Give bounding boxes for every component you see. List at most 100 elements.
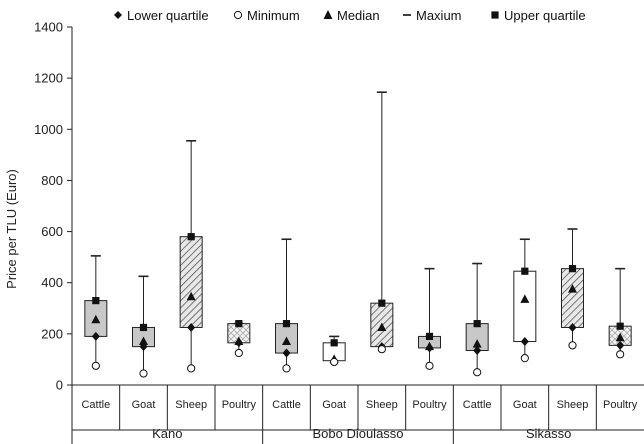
iqr-box [513,270,537,343]
upper-quartile-marker [568,265,577,273]
triangle-icon [323,10,333,19]
box-poultry [608,267,632,359]
y-tick-label: 600 [41,224,63,239]
legend-item-maximum: Maxium [403,8,462,23]
group-label: Bobo Dioulasso [312,426,403,441]
lower-quartile-marker [520,337,529,347]
minimum-marker [91,361,100,370]
lower-quartile-marker [473,345,482,355]
iqr-box [179,236,203,328]
lower-quartile-marker [616,340,625,350]
median-marker [377,322,387,331]
category-label: Goat [132,399,156,411]
box-sheep [370,91,394,354]
upper-quartile-marker [92,297,100,305]
y-tick-label: 800 [41,173,63,188]
category-label: Poultry [603,399,638,411]
legend-label: Minimum [247,8,300,23]
category-label: Sheep [557,399,589,411]
minimum-marker [616,350,625,359]
category-label: Poultry [412,399,447,411]
median-marker [472,339,482,348]
box-cattle [84,255,108,370]
category-label: Cattle [81,399,110,411]
upper-quartile-marker [425,332,434,341]
median-marker [568,284,577,293]
median-marker [282,336,291,346]
lower-quartile-marker [568,322,577,332]
median-marker [615,332,625,342]
y-tick-label: 200 [41,326,63,341]
lower-quartile-marker [139,342,148,352]
group-label: Kano [152,426,182,441]
y-tick-label: 1200 [34,71,63,86]
iqr-box [561,268,584,328]
group-label: Sikasso [526,426,572,441]
box-sheep [561,228,584,350]
x-axis: Cattle Goat Sheep Poultry Kano Cattle Goat Shee… [71,384,644,444]
circle-icon [233,10,243,20]
median-marker [91,314,101,324]
box-goat [513,238,537,363]
upper-quartile-marker [139,323,148,332]
y-tick-label: 1400 [34,20,63,35]
box-poultry [227,320,251,358]
upper-quartile-marker [187,233,195,241]
y-tick-label: 0 [56,378,63,393]
upper-quartile-marker [282,320,291,328]
legend-item-minimum: Minimum [233,8,300,23]
diamond-icon [114,11,122,19]
legend-label: Upper quartile [504,8,586,23]
lower-quartile-marker [282,348,291,358]
category-label: Cattle [463,399,492,411]
minimum-marker [377,345,386,354]
legend: Lower quartile Minimum Median Maxium Upper q… [114,8,586,23]
minimum-marker [425,361,434,370]
median-marker [520,294,530,303]
plot-area [84,91,632,378]
square-icon [491,11,499,19]
upper-quartile-marker [473,320,481,328]
legend-item-median: Median [323,8,380,23]
legend-item-lower-quartile: Lower quartile [114,8,209,23]
lower-quartile-marker [187,322,196,332]
median-marker [139,336,148,346]
y-tick-label: 1000 [34,122,63,137]
lower-quartile-marker [425,343,434,353]
lower-quartile-marker [91,331,100,341]
lower-quartile-marker [234,338,243,348]
upper-quartile-marker [330,339,338,347]
minimum-marker [473,368,482,377]
legend-label: Lower quartile [127,8,209,23]
upper-quartile-marker [616,322,624,330]
upper-quartile-marker [235,320,243,328]
y-axis-title: Price per TLU (Euro) [4,169,19,289]
box-sheep [179,139,203,373]
legend-label: Median [337,8,380,23]
y-axis: 0 200 400 600 800 1000 1200 1400 [34,20,73,393]
upper-quartile-marker [378,299,386,307]
minimum-marker [568,341,577,350]
box-poultry [418,267,441,370]
minimum-marker [234,348,243,358]
y-tick-label: 400 [41,275,63,290]
box-cattle [275,238,298,373]
box-goat [132,275,155,378]
minimum-marker [187,364,196,373]
category-label: Goat [322,399,346,411]
median-marker [186,291,196,301]
category-label: Sheep [175,399,207,411]
legend-item-upper-quartile: Upper quartile [491,8,586,23]
category-label: Sheep [366,399,398,411]
box-goat [322,335,346,367]
minimum-marker [282,364,291,373]
category-label: Cattle [272,399,301,411]
category-label: Poultry [222,399,257,411]
upper-quartile-marker [521,267,529,275]
box-cattle [465,262,489,377]
minimum-marker [139,369,148,378]
category-label: Goat [513,399,537,411]
legend-label: Maxium [416,8,462,23]
minimum-marker [520,354,529,363]
